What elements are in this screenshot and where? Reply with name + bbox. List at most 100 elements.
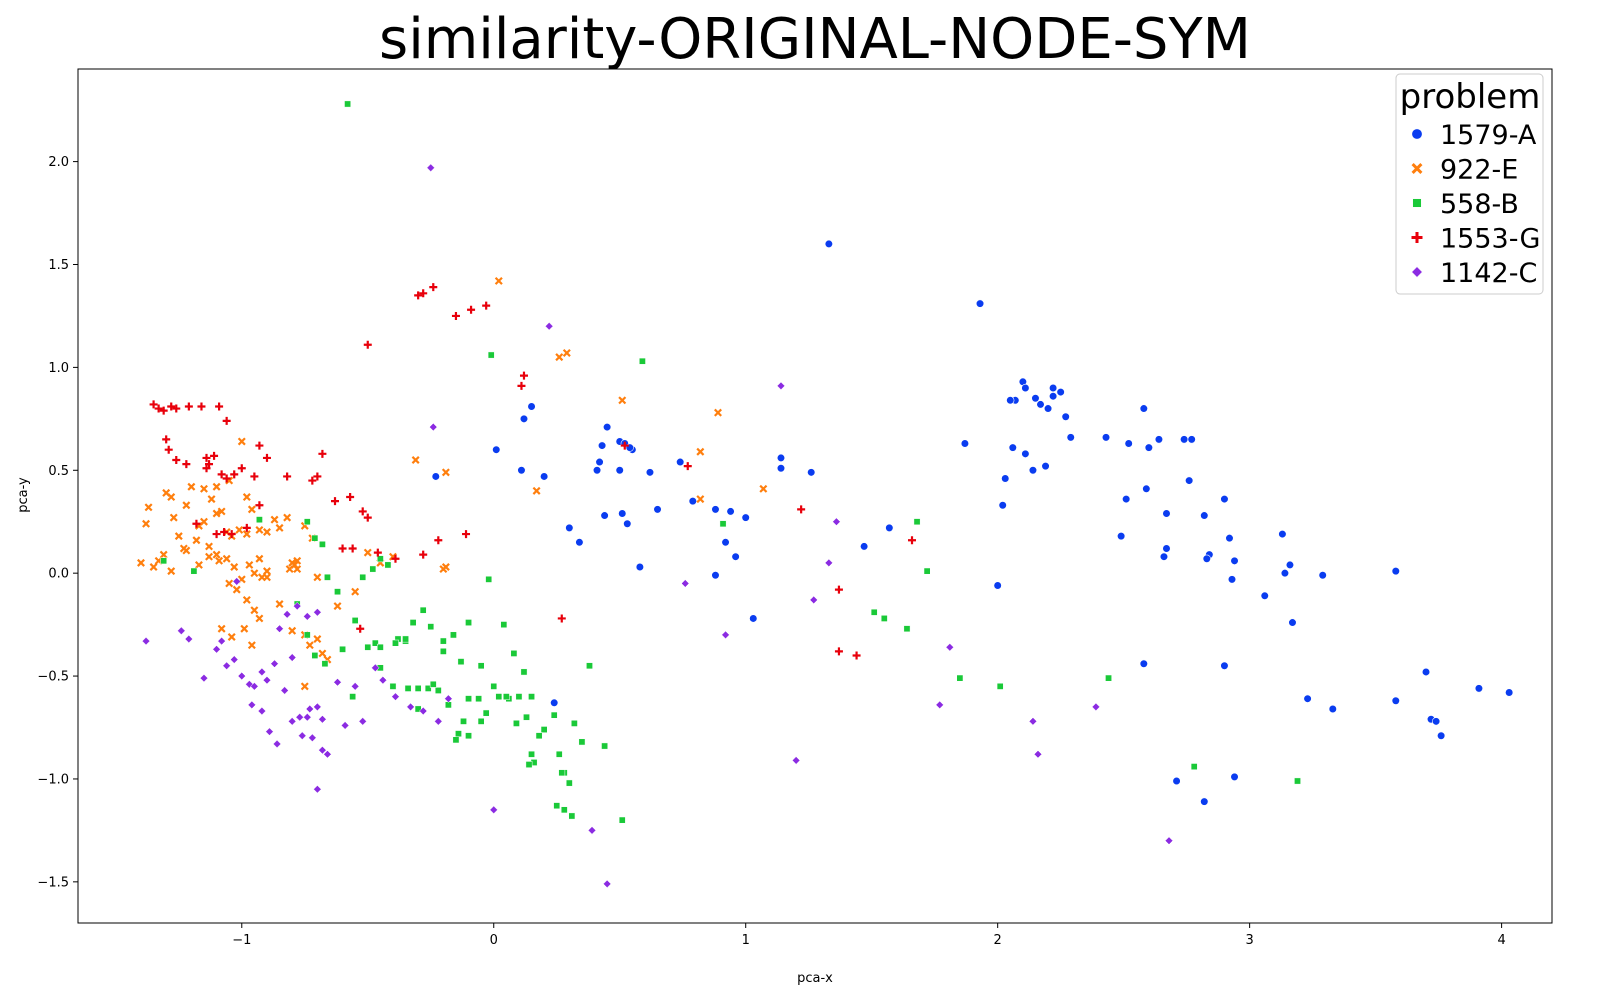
data-point bbox=[595, 457, 604, 467]
data-point bbox=[290, 560, 299, 569]
data-point bbox=[600, 511, 609, 520]
data-point bbox=[653, 505, 662, 514]
data-point bbox=[414, 685, 422, 692]
data-point bbox=[1437, 731, 1446, 740]
data-point bbox=[1328, 704, 1337, 714]
data-point bbox=[351, 617, 359, 624]
data-point bbox=[358, 507, 367, 516]
data-point bbox=[776, 453, 786, 463]
data-point bbox=[1049, 392, 1058, 401]
data-point bbox=[913, 518, 921, 526]
data-point bbox=[280, 686, 289, 695]
data-point bbox=[510, 650, 518, 657]
data-point bbox=[210, 451, 219, 460]
data-point bbox=[371, 663, 380, 672]
data-point bbox=[1294, 777, 1301, 785]
data-point bbox=[225, 579, 234, 588]
data-point bbox=[528, 693, 535, 701]
data-point bbox=[212, 645, 221, 654]
data-point bbox=[192, 519, 201, 528]
data-point bbox=[311, 652, 319, 659]
data-point bbox=[834, 585, 843, 594]
data-point bbox=[255, 525, 264, 534]
data-point bbox=[1056, 387, 1065, 397]
data-point bbox=[602, 879, 612, 889]
data-point bbox=[217, 624, 226, 633]
data-point bbox=[257, 706, 267, 716]
data-point bbox=[519, 371, 528, 380]
legend-marker-1553-G bbox=[1411, 232, 1423, 243]
y-tick-label: −1.0 bbox=[37, 772, 69, 787]
plot-marks bbox=[137, 100, 1514, 889]
data-point bbox=[313, 608, 322, 617]
y-tick-label: 1.5 bbox=[48, 258, 69, 273]
data-point bbox=[434, 687, 442, 694]
data-point bbox=[714, 408, 722, 417]
data-point bbox=[363, 340, 372, 349]
data-point bbox=[295, 713, 304, 722]
data-point bbox=[1180, 435, 1189, 444]
data-point bbox=[363, 548, 372, 557]
chart-title: similarity-ORIGINAL-NODE-SYM bbox=[379, 7, 1251, 72]
data-point bbox=[688, 497, 697, 506]
data-point bbox=[726, 507, 735, 516]
data-point bbox=[200, 484, 208, 493]
data-point bbox=[444, 694, 453, 703]
data-point bbox=[419, 706, 428, 716]
data-point bbox=[245, 560, 254, 569]
data-point bbox=[255, 501, 264, 510]
data-point bbox=[960, 439, 970, 448]
data-point bbox=[880, 615, 888, 622]
data-point bbox=[313, 635, 322, 643]
data-point bbox=[908, 536, 917, 545]
legend-marker-922-E bbox=[1411, 163, 1423, 174]
data-point bbox=[696, 495, 705, 504]
data-point bbox=[860, 542, 869, 551]
data-point bbox=[550, 698, 559, 707]
data-point bbox=[303, 612, 312, 621]
data-point bbox=[141, 636, 151, 646]
data-point bbox=[776, 464, 786, 473]
data-point bbox=[333, 602, 342, 611]
data-point bbox=[426, 163, 435, 172]
data-point bbox=[1220, 661, 1229, 670]
data-point bbox=[351, 682, 360, 691]
data-point bbox=[308, 476, 317, 485]
data-point bbox=[1391, 567, 1400, 576]
data-point bbox=[1190, 763, 1198, 770]
data-point bbox=[475, 695, 482, 703]
data-point bbox=[1124, 439, 1133, 448]
data-point bbox=[1278, 529, 1287, 539]
data-point bbox=[172, 404, 181, 413]
data-point bbox=[222, 416, 231, 425]
data-point bbox=[1122, 494, 1131, 504]
data-point bbox=[434, 536, 443, 545]
y-tick-label: 0.5 bbox=[48, 464, 69, 479]
data-point bbox=[247, 641, 256, 650]
data-point bbox=[427, 623, 435, 631]
x-tick-label: −1 bbox=[232, 933, 251, 948]
data-point bbox=[207, 495, 216, 504]
data-point bbox=[182, 460, 191, 469]
data-point bbox=[288, 626, 297, 635]
series-558-B bbox=[160, 100, 1301, 824]
data-point bbox=[255, 554, 264, 563]
data-point bbox=[618, 509, 627, 518]
data-point bbox=[262, 676, 272, 685]
series-1579-A bbox=[431, 239, 1514, 806]
data-point bbox=[247, 700, 257, 710]
data-point bbox=[1101, 433, 1111, 442]
data-point bbox=[439, 637, 447, 645]
data-point bbox=[603, 422, 612, 432]
data-point bbox=[283, 472, 292, 481]
data-point bbox=[776, 381, 786, 391]
data-point bbox=[515, 693, 523, 701]
data-point bbox=[520, 668, 528, 676]
data-point bbox=[255, 614, 264, 623]
data-point bbox=[1164, 836, 1174, 845]
data-point bbox=[1144, 443, 1153, 452]
data-point bbox=[346, 493, 355, 502]
data-point bbox=[313, 785, 322, 794]
data-point bbox=[227, 530, 236, 539]
data-point bbox=[182, 501, 191, 510]
